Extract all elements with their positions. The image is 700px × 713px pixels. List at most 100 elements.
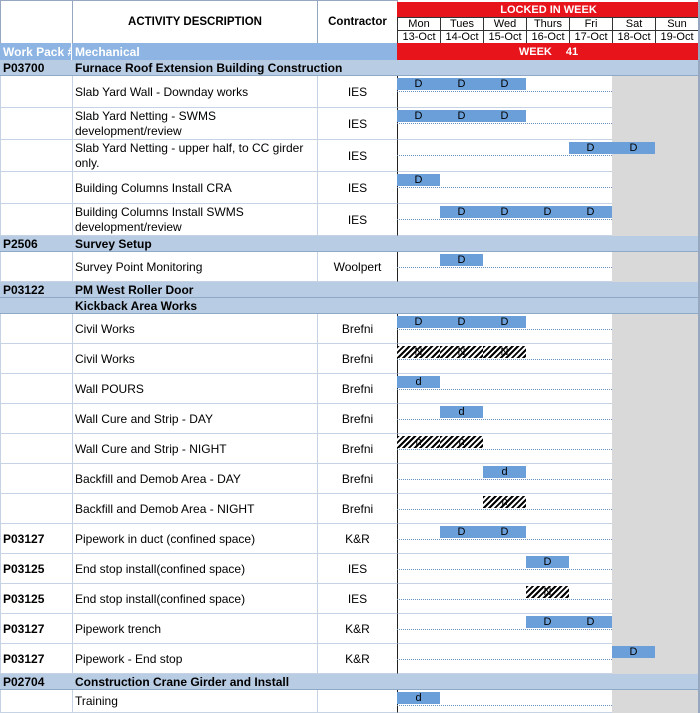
col-border (317, 614, 318, 644)
contractor: K&R (345, 652, 370, 666)
shift-bar: D (483, 110, 526, 122)
weekend-shade (612, 314, 700, 344)
day-name: Tues (440, 17, 484, 31)
shift-bar: D (440, 526, 483, 538)
work-pack-code: P03127 (3, 622, 45, 636)
week-label: WEEK (518, 45, 552, 58)
shift-bar: D (440, 110, 483, 122)
col-border (0, 76, 1, 108)
col-border (72, 204, 73, 236)
task-row (0, 464, 397, 494)
dotted-line (397, 329, 612, 330)
shift-bar: d (397, 692, 440, 704)
day-name: Thurs (526, 17, 570, 31)
contractor: Brefni (341, 502, 374, 516)
col-border (317, 172, 318, 204)
col-border (317, 494, 318, 524)
dotted-line (397, 155, 612, 156)
day-date: 18-Oct (612, 30, 656, 44)
activity: Wall Cure and Strip - NIGHT (75, 441, 227, 456)
day-area (397, 108, 612, 140)
col-border (317, 374, 318, 404)
task-row (0, 524, 397, 554)
col-border (72, 434, 73, 464)
contractor: Brefni (341, 412, 374, 426)
shift-bar: D (440, 206, 483, 218)
section-title: Survey Setup (75, 237, 152, 251)
activity: Slab Yard Netting - SWMS development/rev… (75, 109, 216, 138)
day-name: Mon (397, 17, 441, 31)
day-date: 17-Oct (569, 30, 613, 44)
work-pack-header: Work Pack # (0, 43, 72, 60)
shift-bar: d (397, 376, 440, 388)
col-border (0, 374, 1, 404)
col-border (0, 494, 1, 524)
task-row (0, 314, 397, 344)
dotted-line (397, 705, 612, 706)
shift-bar: D (526, 616, 569, 628)
dotted-line (397, 219, 612, 220)
col-border (72, 314, 73, 344)
shift-bar: D (612, 142, 655, 154)
shift-bar: d (483, 466, 526, 478)
dotted-line (397, 389, 612, 390)
activity: Survey Point Monitoring (75, 259, 203, 274)
col-border (317, 344, 318, 374)
dotted-line (397, 599, 612, 600)
work-pack-code: P02704 (3, 675, 45, 689)
shift-bar: D (483, 316, 526, 328)
col-border (317, 108, 318, 140)
weekend-shade (612, 108, 700, 140)
weekend-shade (612, 252, 700, 282)
col-border (0, 524, 1, 554)
locked-banner: LOCKED IN WEEK (397, 2, 700, 17)
right-border (698, 0, 700, 713)
shift-bar: D (483, 78, 526, 90)
shift-bar: n (440, 436, 483, 448)
col-border (317, 76, 318, 108)
weekend-shade (612, 76, 700, 108)
section-row (0, 60, 700, 76)
col-border (317, 140, 318, 172)
contractor: K&R (345, 532, 370, 546)
weekend-shade (612, 434, 700, 464)
task-row (0, 108, 397, 140)
activity: Backfill and Demob Area - DAY (75, 471, 241, 486)
col-border (317, 252, 318, 282)
col-border (72, 614, 73, 644)
col-border (0, 614, 1, 644)
shift-bar: D (440, 254, 483, 266)
col-border (317, 314, 318, 344)
col-border (72, 494, 73, 524)
day-date: 13-Oct (397, 30, 441, 44)
contractor: IES (347, 85, 368, 99)
day-name: Sat (612, 17, 656, 31)
day-area (397, 172, 612, 204)
col-border (0, 644, 1, 674)
col-border (72, 554, 73, 584)
task-row (0, 140, 397, 172)
col-border (317, 554, 318, 584)
task-row (0, 204, 397, 236)
weekend-shade (612, 464, 700, 494)
activity: Civil Works (75, 321, 135, 336)
contractor: Brefni (341, 472, 374, 486)
contractor: IES (347, 213, 368, 227)
section-title: Kickback Area Works (75, 299, 198, 313)
work-pack-code: P03122 (3, 283, 45, 297)
contractor: K&R (345, 622, 370, 636)
col-border (0, 204, 1, 236)
day-date: 19-Oct (655, 30, 699, 44)
work-pack-code: P03127 (3, 652, 45, 666)
dotted-line (397, 629, 612, 630)
section-title: PM West Roller Door (75, 283, 194, 297)
activity: Training (75, 694, 118, 708)
header-blank (0, 0, 73, 44)
weekend-shade (612, 584, 700, 614)
contractor: Woolpert (333, 260, 382, 274)
shift-bar: N (397, 346, 440, 358)
col-border (0, 314, 1, 344)
col-border (0, 172, 1, 204)
activity: Building Columns Install CRA (75, 180, 232, 195)
dotted-line (397, 659, 612, 660)
